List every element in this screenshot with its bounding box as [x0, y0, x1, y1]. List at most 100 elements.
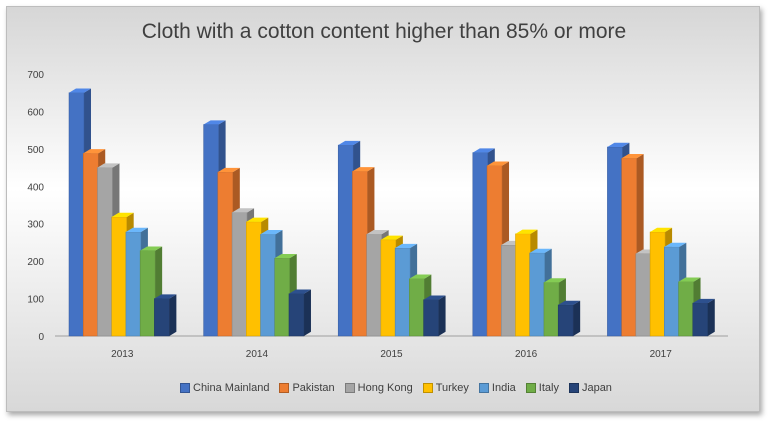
bar — [274, 257, 290, 337]
y-tick-label: 500 — [27, 145, 44, 156]
bar — [501, 244, 517, 337]
bar — [409, 278, 425, 337]
bar-side — [169, 294, 177, 336]
bar-top — [515, 229, 538, 234]
bar-top — [395, 243, 418, 249]
bar — [231, 212, 248, 337]
bar-top — [543, 278, 566, 283]
bar — [337, 144, 354, 337]
bar — [621, 157, 637, 337]
bar-top — [154, 294, 177, 299]
x-tick-label: 2014 — [246, 349, 269, 360]
bar-top — [274, 253, 297, 259]
bar-top — [125, 227, 148, 232]
bar — [543, 282, 560, 337]
bar-side — [438, 295, 446, 336]
bar — [486, 165, 503, 337]
bar-top — [423, 295, 446, 300]
bar — [288, 293, 305, 337]
legend-swatch — [344, 383, 355, 393]
bar — [217, 171, 234, 337]
legend-swatch — [180, 383, 190, 393]
bar — [557, 304, 574, 337]
bar-top — [69, 88, 91, 93]
bar — [635, 253, 652, 337]
bar-top — [203, 120, 226, 125]
bar — [97, 167, 113, 337]
bar-top — [232, 208, 255, 213]
bar — [82, 153, 99, 337]
bar — [352, 171, 368, 337]
bar — [380, 239, 397, 337]
legend-label: Hong Kong — [357, 382, 413, 394]
bar-top — [664, 242, 687, 247]
bar-side — [707, 298, 715, 336]
legend-swatch — [478, 383, 489, 393]
legend-label: India — [491, 382, 516, 394]
bar — [68, 92, 85, 337]
x-tick-label: 2015 — [380, 349, 403, 360]
y-tick-label: 200 — [27, 257, 44, 268]
bar — [692, 302, 709, 337]
bar — [154, 298, 170, 337]
y-tick-label: 0 — [38, 332, 44, 343]
bar — [472, 152, 489, 337]
bar-top — [260, 229, 283, 235]
bar-top — [650, 227, 673, 232]
legend-label: China Mainland — [193, 382, 270, 394]
bar-top — [692, 298, 715, 304]
legend-item: Italy — [525, 382, 559, 394]
bar-top — [607, 142, 630, 147]
y-tick-label: 400 — [27, 182, 44, 193]
bar — [394, 247, 411, 337]
x-tick-label: 2013 — [111, 349, 134, 360]
bar-top — [288, 289, 311, 294]
legend-swatch — [525, 383, 536, 393]
legend-item: Japan — [568, 382, 612, 394]
bar — [260, 233, 276, 337]
bar-top — [487, 161, 510, 166]
y-tick-label: 300 — [27, 220, 44, 231]
bar — [111, 216, 127, 337]
bar-top — [529, 248, 552, 253]
bar — [607, 146, 623, 337]
bar-top — [338, 140, 361, 146]
bar — [423, 299, 439, 337]
legend-item: Turkey — [422, 382, 469, 394]
bar-top — [83, 149, 106, 154]
legend-swatch — [279, 383, 290, 393]
legend-label: Italy — [538, 382, 559, 394]
bar-top — [352, 167, 375, 172]
bar-side — [303, 289, 311, 336]
legend-label: Japan — [581, 382, 612, 394]
bar-top — [409, 274, 432, 279]
legend-item: Hong Kong — [344, 382, 413, 394]
legend-item: India — [478, 382, 516, 394]
legend-swatch — [422, 383, 433, 393]
bar — [139, 250, 156, 337]
legend-item: Pakistan — [279, 382, 335, 394]
bar — [246, 221, 262, 337]
bar-top — [558, 300, 581, 305]
bar-top — [111, 212, 134, 217]
bar-top — [472, 148, 495, 153]
x-tick-label: 2017 — [650, 349, 673, 360]
bar-top — [246, 217, 269, 222]
bar — [515, 233, 531, 337]
bar-top — [140, 246, 163, 251]
bar-top — [621, 154, 644, 159]
bar — [649, 231, 666, 337]
bar — [125, 231, 142, 337]
bar — [529, 252, 545, 337]
bar — [366, 233, 382, 337]
legend-label: Pakistan — [292, 382, 335, 394]
bar — [664, 246, 680, 337]
bar-top — [366, 229, 389, 235]
chart-legend: China Mainland Pakistan Hong Kong Turkey Ind… — [180, 378, 612, 398]
y-tick-label: 700 — [27, 70, 44, 81]
bar-top — [217, 167, 240, 173]
bar-top — [678, 277, 701, 282]
bar — [203, 124, 219, 337]
bar-side — [573, 300, 581, 336]
